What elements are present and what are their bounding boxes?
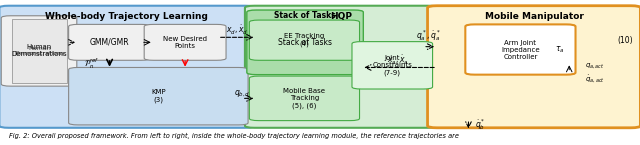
- Text: $\tau_a$: $\tau_a$: [555, 45, 564, 55]
- Text: Stack of Tasks: Stack of Tasks: [278, 38, 332, 47]
- Text: Human
Demonstrations: Human Demonstrations: [15, 46, 65, 56]
- Text: Stack of Tasks: Stack of Tasks: [274, 11, 335, 20]
- Text: $x_a, \dot{x}_a$: $x_a, \dot{x}_a$: [387, 53, 409, 67]
- FancyBboxPatch shape: [352, 42, 433, 89]
- FancyBboxPatch shape: [247, 10, 364, 75]
- Text: $\dot{q}_b^*$: $\dot{q}_b^*$: [475, 117, 485, 132]
- Text: EE Tracking
(4): EE Tracking (4): [284, 33, 324, 47]
- Text: (10): (10): [618, 36, 633, 45]
- FancyBboxPatch shape: [465, 24, 575, 75]
- FancyBboxPatch shape: [1, 16, 77, 86]
- Text: GMM/GMR: GMM/GMR: [90, 38, 129, 47]
- FancyBboxPatch shape: [68, 24, 150, 60]
- Text: Fig. 2: Overall proposed framework. From left to right, inside the whole-body tr: Fig. 2: Overall proposed framework. From…: [9, 133, 459, 139]
- Text: KMP
(3): KMP (3): [151, 89, 166, 103]
- Text: Joint
Constraints
(7-9): Joint Constraints (7-9): [372, 55, 412, 76]
- FancyBboxPatch shape: [0, 6, 254, 128]
- Text: Whole-body Trajectory Learning: Whole-body Trajectory Learning: [45, 12, 208, 21]
- Text: $x_d, \dot{x}_d$: $x_d, \dot{x}_d$: [225, 23, 248, 37]
- FancyBboxPatch shape: [144, 24, 226, 60]
- Text: Human
Demonstrations: Human Demonstrations: [12, 45, 67, 57]
- FancyBboxPatch shape: [250, 76, 360, 121]
- Text: Arm Joint
Impedance
Controller: Arm Joint Impedance Controller: [501, 40, 540, 59]
- FancyBboxPatch shape: [68, 67, 248, 125]
- FancyBboxPatch shape: [250, 20, 360, 60]
- Text: $q_{a,act}$: $q_{a,act}$: [585, 61, 605, 70]
- FancyBboxPatch shape: [428, 6, 640, 128]
- Text: HQP: HQP: [330, 12, 352, 21]
- Bar: [12, 19, 67, 83]
- Text: Mobile Base
Tracking
(5), (6): Mobile Base Tracking (5), (6): [284, 88, 325, 109]
- FancyBboxPatch shape: [245, 6, 437, 128]
- Text: $\dot{q}_{a,act}$: $\dot{q}_{a,act}$: [585, 73, 605, 85]
- Text: $\mathcal{P}_n^{ref}$: $\mathcal{P}_n^{ref}$: [84, 56, 99, 71]
- Text: $q_{b,d}$: $q_{b,d}$: [234, 88, 251, 99]
- Text: Mobile Manipulator: Mobile Manipulator: [484, 12, 584, 21]
- Text: $q_a^*, \dot{q}_a^*$: $q_a^*, \dot{q}_a^*$: [417, 28, 441, 43]
- Text: New Desired
Points: New Desired Points: [163, 36, 207, 49]
